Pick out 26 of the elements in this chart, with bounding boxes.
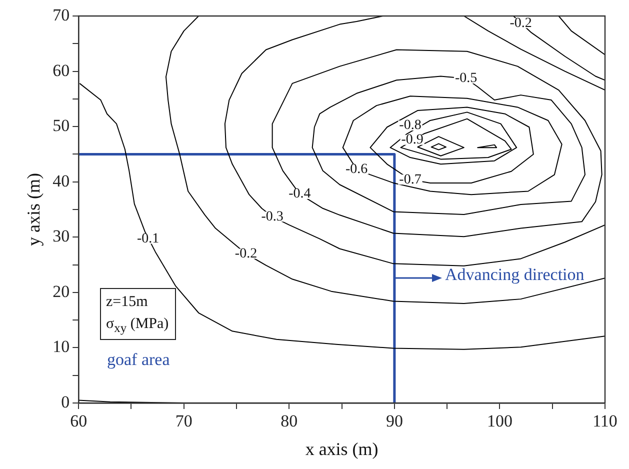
annotation: Advancing direction bbox=[445, 265, 584, 285]
annotation: -0.2 bbox=[510, 16, 532, 31]
annotation: z=15m bbox=[106, 293, 148, 312]
x-tick-label: 80 bbox=[280, 412, 298, 431]
annotation: -0.8 bbox=[399, 118, 422, 134]
x-tick-label: 70 bbox=[175, 412, 192, 431]
y-tick-label: 10 bbox=[52, 337, 70, 356]
annotation: goaf area bbox=[107, 350, 170, 370]
annotation: -0.1 bbox=[137, 231, 160, 246]
y-tick-label: 70 bbox=[52, 5, 70, 24]
y-tick-label: 0 bbox=[61, 392, 70, 412]
y-tick-label: 50 bbox=[52, 116, 70, 136]
annotation: -0.2 bbox=[234, 246, 258, 262]
x-tick-label: 60 bbox=[70, 412, 88, 431]
x-axis-title: x axis (m) bbox=[305, 438, 378, 459]
annotation: -0.4 bbox=[288, 186, 311, 202]
y-axis-title: y axis (m) bbox=[24, 173, 44, 246]
y-tick-label: 20 bbox=[52, 282, 70, 301]
annotation: σ$_{xy}$ (MPa) bbox=[106, 315, 169, 337]
y-tick-label: 40 bbox=[52, 171, 70, 190]
y-tick-label: 30 bbox=[52, 226, 70, 246]
x-tick-label: 100 bbox=[486, 412, 512, 431]
x-tick-label: 90 bbox=[386, 412, 403, 431]
y-tick-label: 60 bbox=[52, 60, 70, 80]
x-tick-label: 110 bbox=[592, 412, 618, 431]
annotation: -0.9 bbox=[401, 132, 424, 148]
